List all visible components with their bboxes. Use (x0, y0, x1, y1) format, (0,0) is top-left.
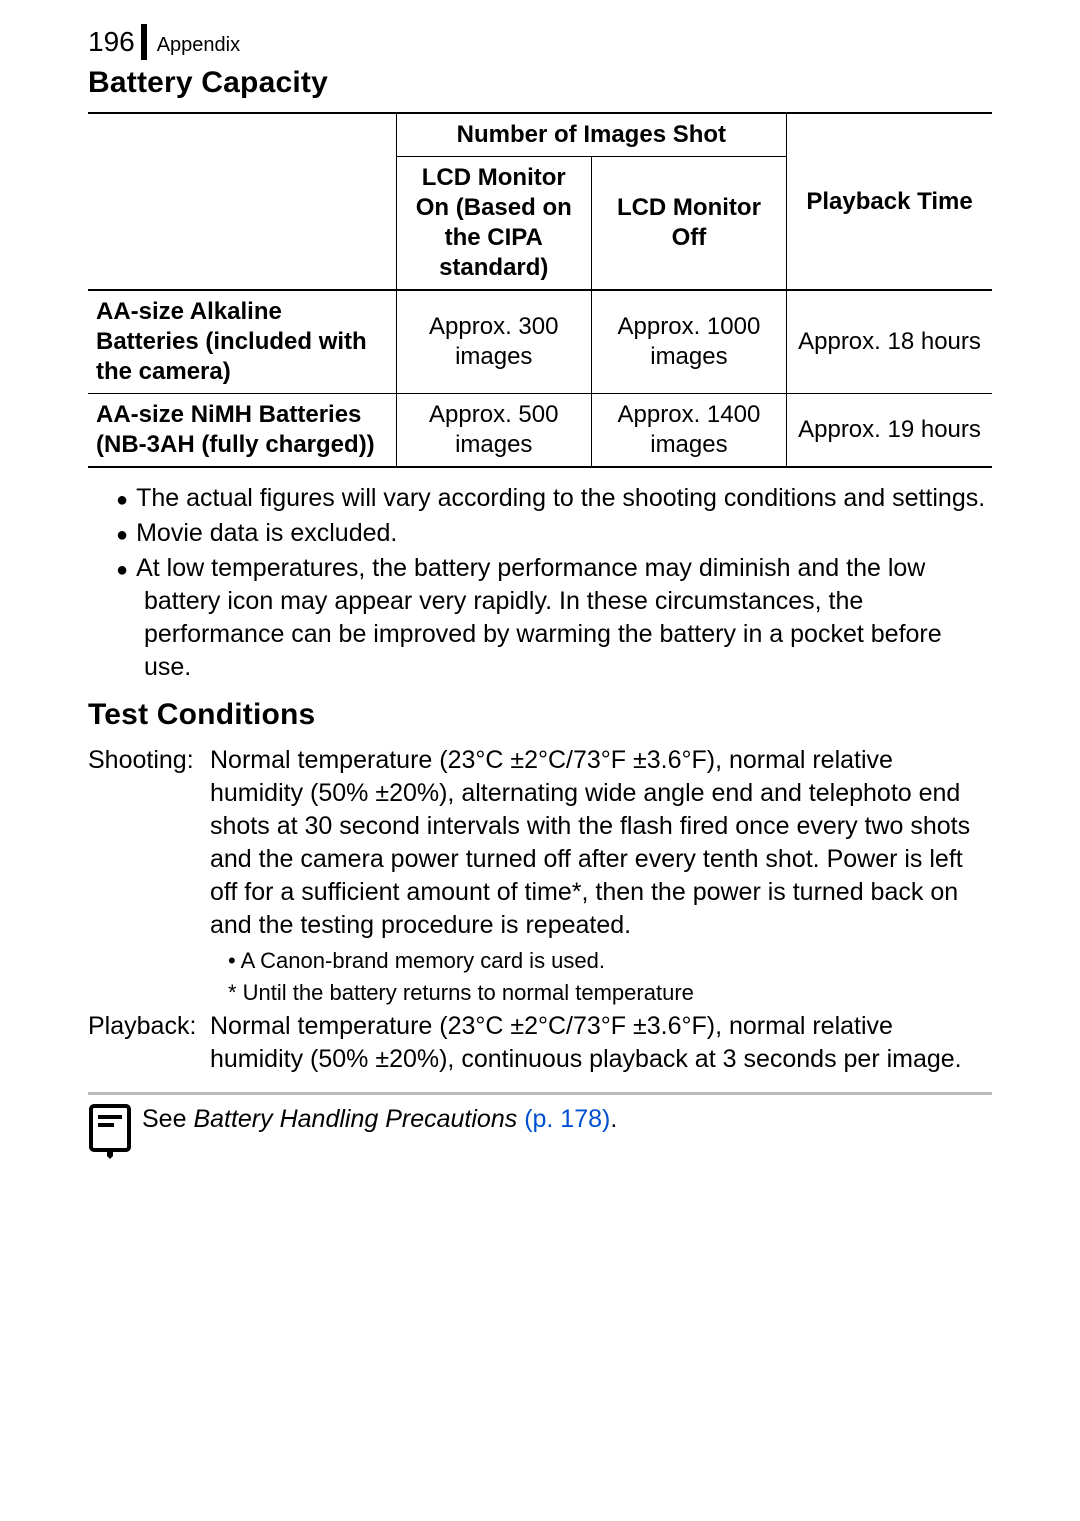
playback-body: Normal temperature (23°C ±2°C/73°F ±3.6°… (210, 1010, 992, 1076)
section-title-test-conditions: Test Conditions (88, 698, 992, 732)
xref-title: Battery Handling Precautions (193, 1105, 517, 1133)
shooting-label: Shooting: (88, 744, 210, 777)
battery-notes-list: The actual figures will vary according t… (88, 482, 992, 684)
page-reference-link[interactable]: (p. 178) (524, 1105, 610, 1133)
col-header-lcd-on: LCD Monitor On (Based on the CIPA standa… (396, 157, 591, 291)
test-conditions-block: Shooting: Normal temperature (23°C ±2°C/… (88, 744, 992, 1075)
section-label: Appendix (153, 30, 240, 60)
page-header: 196 Appendix (88, 24, 992, 60)
section-title-battery-capacity: Battery Capacity (88, 66, 992, 100)
note-item: At low temperatures, the battery perform… (88, 552, 992, 684)
row-label: AA-size NiMH Batteries (NB-3AH (fully ch… (88, 394, 396, 468)
xref-prefix: See (142, 1105, 193, 1133)
cell-playback: Approx. 19 hours (787, 394, 992, 468)
row-label: AA-size Alkaline Batteries (included wit… (88, 290, 396, 394)
cell-lcd-on: Approx. 300 images (396, 290, 591, 394)
note-item: The actual figures will vary according t… (88, 482, 992, 515)
cell-lcd-on: Approx. 500 images (396, 394, 591, 468)
playback-label: Playback: (88, 1010, 210, 1043)
battery-capacity-table: Number of Images Shot Playback Time LCD … (88, 112, 992, 468)
cross-reference-text: See Battery Handling Precautions (p. 178… (142, 1103, 617, 1137)
col-header-playback: Playback Time (787, 113, 992, 290)
cell-lcd-off: Approx. 1400 images (591, 394, 786, 468)
xref-suffix: . (610, 1105, 617, 1133)
shooting-subnote: * Until the battery returns to normal te… (88, 978, 992, 1008)
note-item: Movie data is excluded. (88, 517, 992, 550)
shooting-condition: Shooting: Normal temperature (23°C ±2°C/… (88, 744, 992, 942)
cross-reference-block: See Battery Handling Precautions (p. 178… (88, 1092, 992, 1159)
table-row: AA-size NiMH Batteries (NB-3AH (fully ch… (88, 394, 992, 468)
cell-playback: Approx. 18 hours (787, 290, 992, 394)
manual-page: 196 Appendix Battery Capacity Number of … (0, 0, 1080, 1521)
col-group-header: Number of Images Shot (396, 113, 786, 157)
table-row: AA-size Alkaline Batteries (included wit… (88, 290, 992, 394)
table-corner-blank (88, 113, 396, 157)
note-icon (88, 1103, 132, 1159)
shooting-body: Normal temperature (23°C ±2°C/73°F ±3.6°… (210, 744, 992, 942)
cell-lcd-off: Approx. 1000 images (591, 290, 786, 394)
table-row-label-blank (88, 157, 396, 291)
playback-condition: Playback: Normal temperature (23°C ±2°C/… (88, 1010, 992, 1076)
col-header-lcd-off: LCD Monitor Off (591, 157, 786, 291)
page-number: 196 (88, 24, 147, 60)
shooting-subnote: • A Canon-brand memory card is used. (88, 946, 992, 976)
